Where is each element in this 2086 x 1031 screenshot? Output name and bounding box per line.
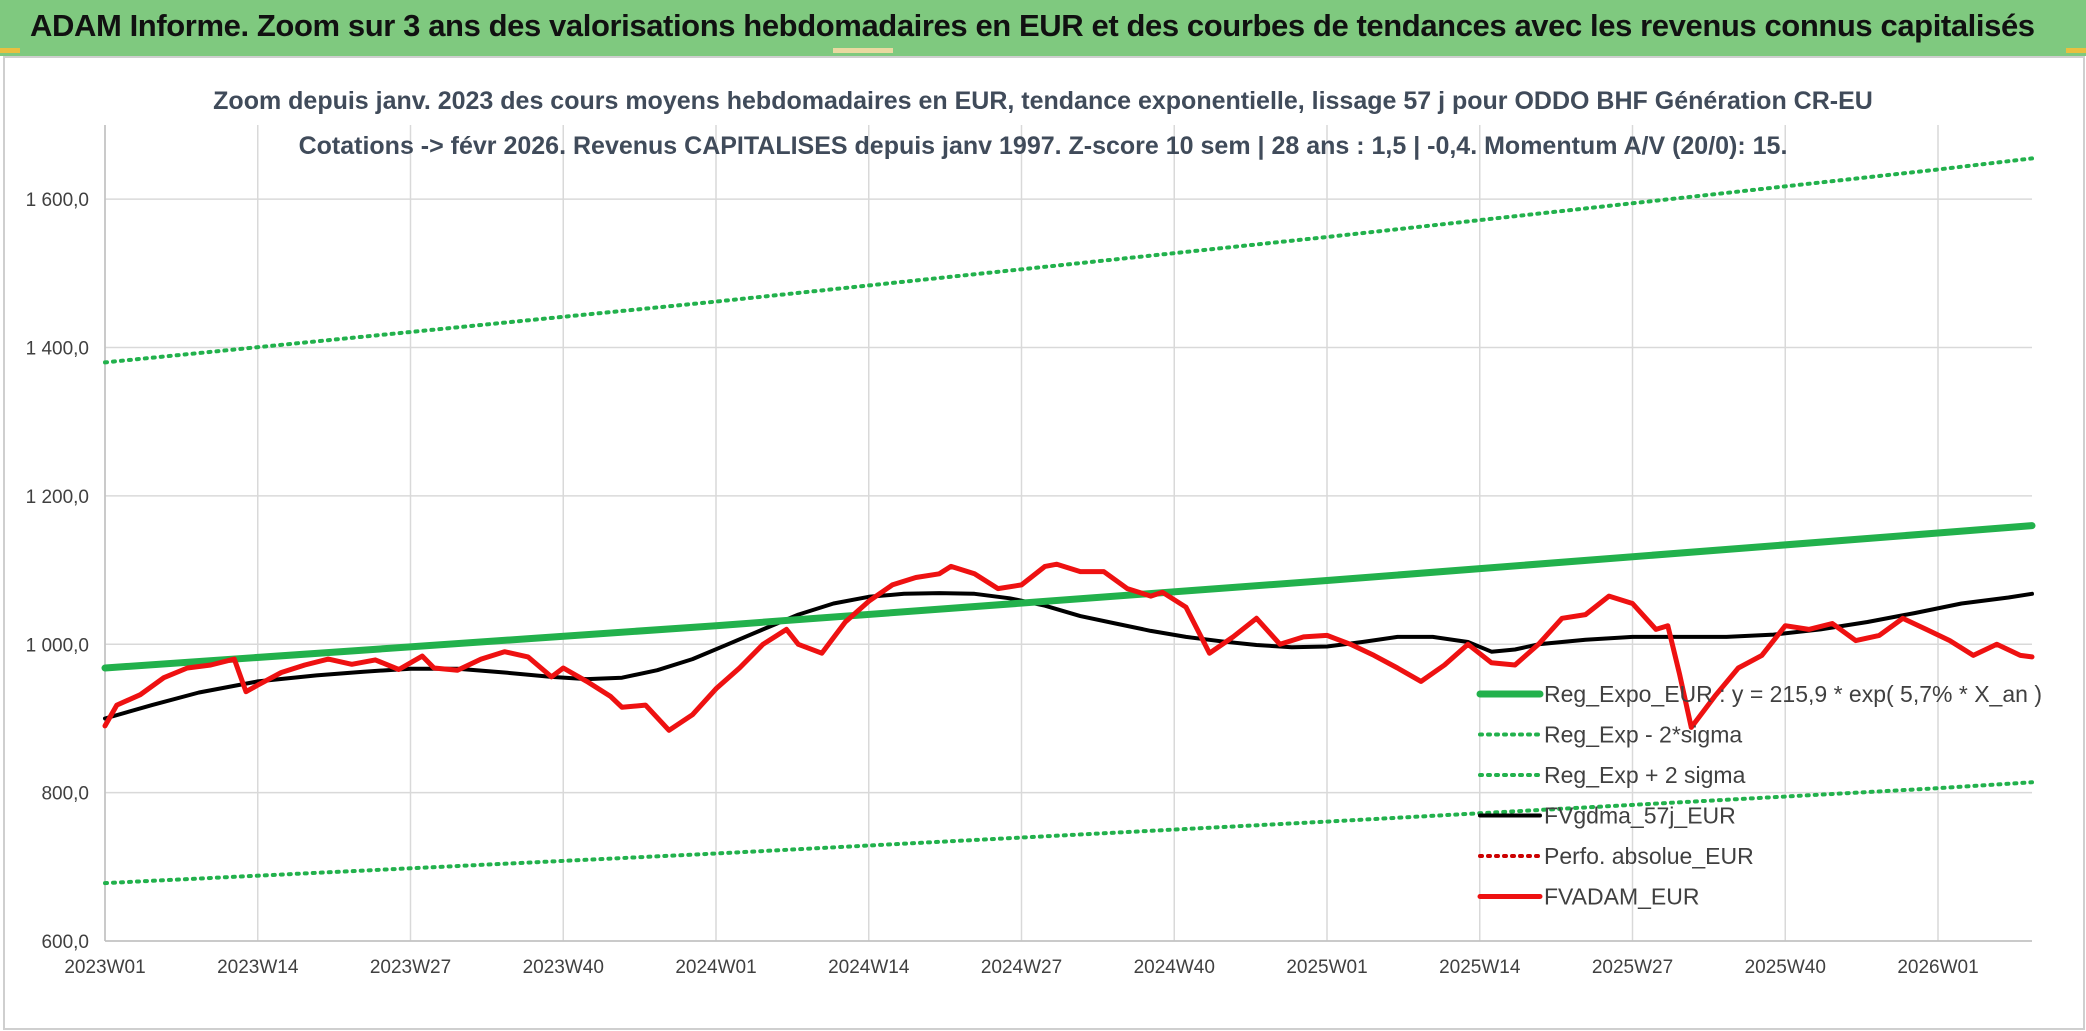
y-tick-label: 600,0 xyxy=(41,932,89,953)
series-line-0 xyxy=(101,522,2036,672)
x-tick-label: 2025W14 xyxy=(1439,957,1521,978)
banner-mark-center xyxy=(833,48,893,53)
series-line-5 xyxy=(102,561,2035,733)
grid-lines xyxy=(104,125,2032,942)
x-tick-label: 2023W40 xyxy=(523,957,604,978)
y-tick-label: 1 400,0 xyxy=(26,339,89,360)
x-tick-label: 2025W01 xyxy=(1286,957,1367,978)
x-tick-label: 2024W40 xyxy=(1134,957,1215,978)
chart-title: Zoom depuis janv. 2023 des cours moyens … xyxy=(213,87,1873,115)
legend: Reg_Expo_EUR : y = 215,9 * exp( 5,7% * X… xyxy=(1476,681,2042,910)
x-tick-label: 2025W40 xyxy=(1745,957,1826,978)
banner-mark-right xyxy=(2066,48,2086,53)
x-tick-label: 2025W27 xyxy=(1592,957,1673,978)
x-tick-label: 2024W27 xyxy=(981,957,1062,978)
y-tick-label: 1 200,0 xyxy=(26,487,89,508)
y-tick-label: 1 000,0 xyxy=(26,635,89,656)
y-tick-label: 800,0 xyxy=(41,784,89,805)
x-tick-label: 2024W01 xyxy=(675,957,756,978)
series-layer xyxy=(101,156,2036,886)
x-tick-label: 2024W14 xyxy=(828,957,910,978)
chart-frame xyxy=(3,56,2085,1030)
x-tick-label: 2023W27 xyxy=(370,957,451,978)
x-tick-label: 2023W01 xyxy=(64,957,145,978)
legend-label: FVADAM_EUR xyxy=(1544,884,1700,910)
legend-label: Reg_Expo_EUR : y = 215,9 * exp( 5,7% * X… xyxy=(1544,681,2042,707)
x-tick-labels: 2023W01 2023W14 2023W27 2023W40 2024W01 2024W… xyxy=(64,957,1978,978)
x-tick-label: 2023W14 xyxy=(217,957,299,978)
series-line-2 xyxy=(103,156,2034,365)
chart-subtitle: Cotations -> févr 2026. Revenus CAPITALI… xyxy=(299,132,1788,160)
y-tick-labels: 600,0 800,0 1 000,0 1 200,0 1 400,0 1 600,0 xyxy=(26,190,89,953)
banner-title: ADAM Informe. Zoom sur 3 ans des valoris… xyxy=(30,8,2035,43)
x-tick-label: 2026W01 xyxy=(1897,957,1978,978)
legend-label: Perfo. absolue_EUR xyxy=(1544,843,1754,869)
legend-label: Reg_Exp + 2 sigma xyxy=(1544,762,1746,788)
series-line-1 xyxy=(103,780,2034,886)
legend-label: FVgdma_57j_EUR xyxy=(1544,803,1736,829)
banner-mark-left xyxy=(0,48,20,53)
y-tick-label: 1 600,0 xyxy=(26,190,89,211)
legend-label: Reg_Exp - 2*sigma xyxy=(1544,722,1742,748)
title-banner: ADAM Informe. Zoom sur 3 ans des valoris… xyxy=(0,0,2086,56)
